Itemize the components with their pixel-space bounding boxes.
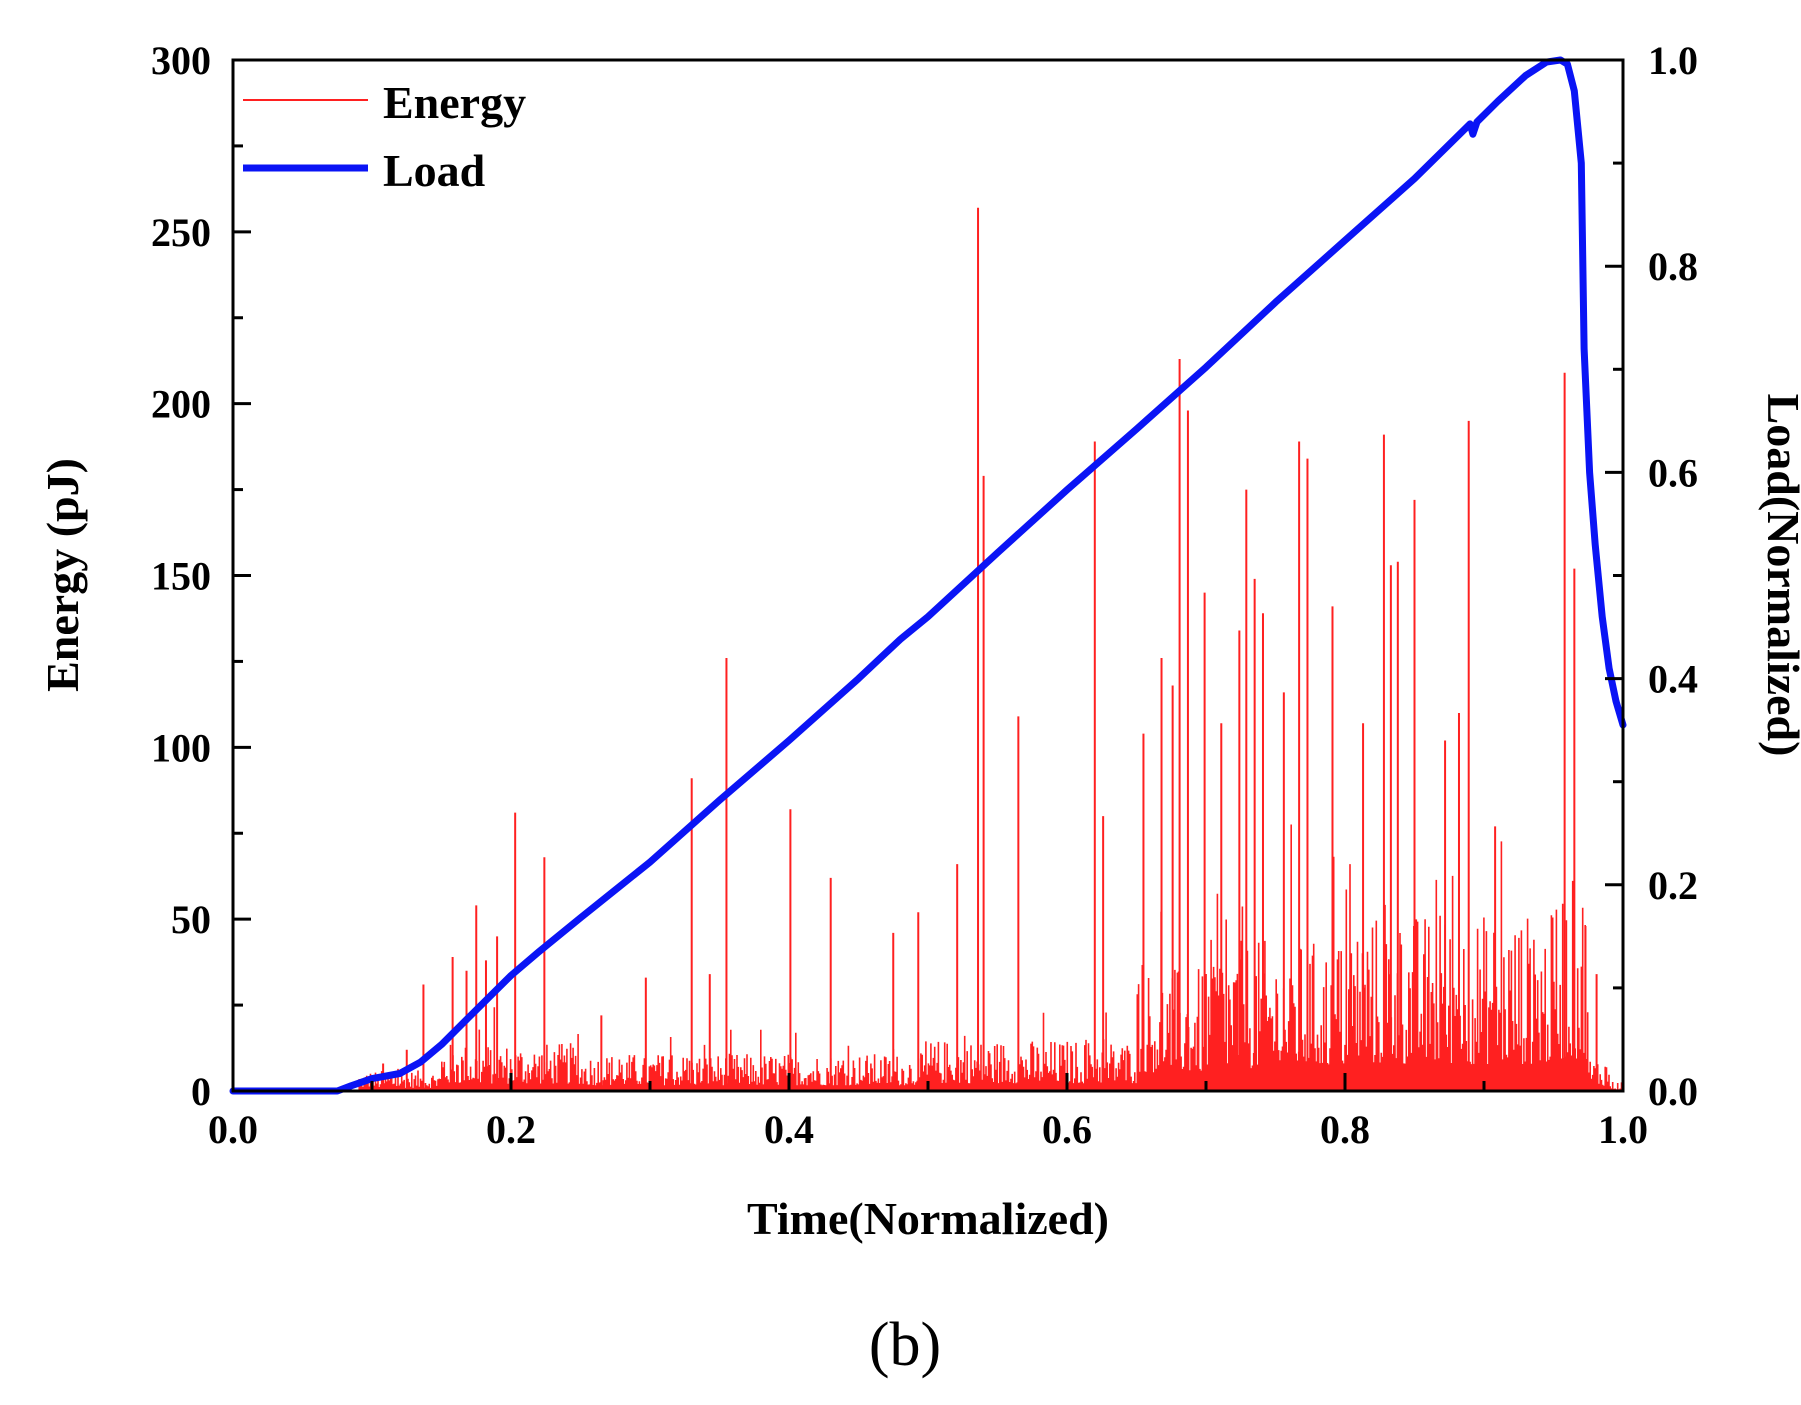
y2-tick-label: 0.0 [1648, 1069, 1698, 1114]
y2-tick-label: 0.8 [1648, 244, 1698, 289]
y-tick-label: 50 [171, 897, 211, 942]
legend: Energy Load [243, 77, 526, 196]
x-axis-title: Time(Normalized) [747, 1193, 1109, 1244]
y2-tick-label: 0.6 [1648, 450, 1698, 495]
y-tick-label: 250 [151, 210, 211, 255]
axis-ticks: 0.0 0.2 0.4 0.6 0.8 1.0 0 50 100 150 200 250 300 0.0 0… [151, 38, 1698, 1152]
y-tick-label: 150 [151, 554, 211, 599]
y-tick-label: 300 [151, 38, 211, 83]
x-tick-label: 0.6 [1042, 1107, 1092, 1152]
y2-tick-label: 1.0 [1648, 38, 1698, 83]
y-tick-label: 100 [151, 725, 211, 770]
y-tick-label: 200 [151, 382, 211, 427]
energy-series [358, 207, 1623, 1091]
y-tick-label: 0 [191, 1069, 211, 1114]
x-tick-label: 1.0 [1598, 1107, 1648, 1152]
x-tick-label: 0.2 [486, 1107, 536, 1152]
x-tick-label: 0.8 [1320, 1107, 1370, 1152]
legend-energy-label: Energy [383, 77, 526, 128]
panel-label: (b) [869, 1311, 941, 1379]
y-axis-title: Energy (pJ) [37, 458, 88, 692]
legend-load-label: Load [383, 145, 486, 196]
y2-axis-title: Load(Normalized) [1758, 394, 1801, 757]
x-tick-label: 0.4 [764, 1107, 814, 1152]
x-tick-label: 0.0 [208, 1107, 258, 1152]
y2-tick-label: 0.2 [1648, 863, 1698, 908]
y2-tick-label: 0.4 [1648, 657, 1698, 702]
load-series-line [229, 56, 1627, 1095]
